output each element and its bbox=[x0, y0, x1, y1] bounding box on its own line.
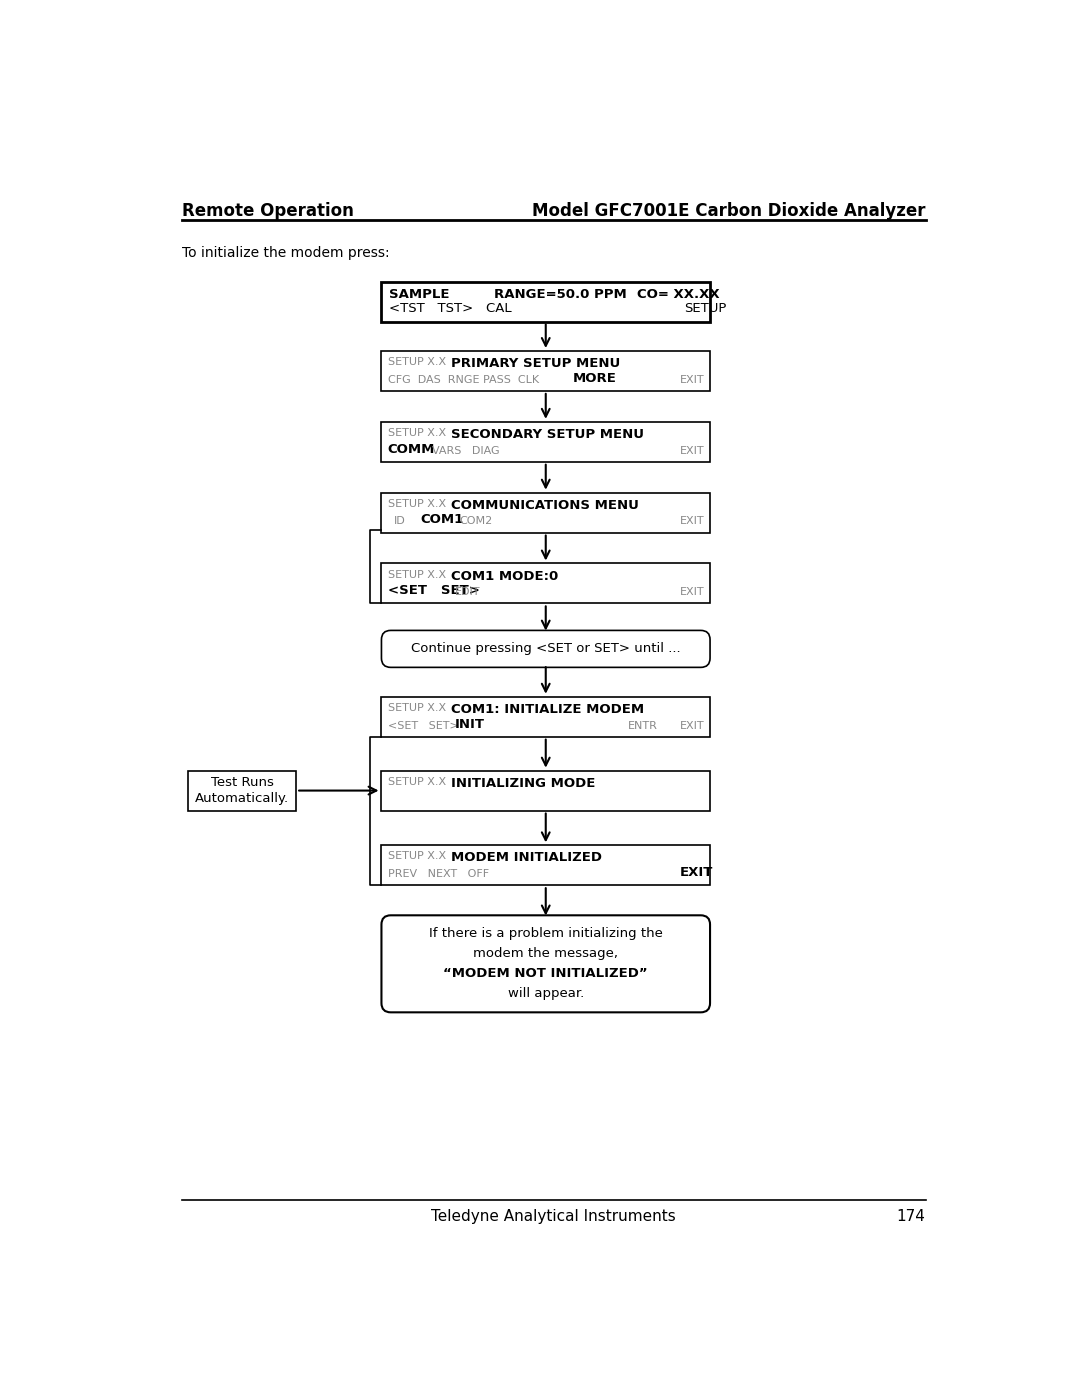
Bar bbox=[381, 697, 710, 736]
Text: Test Runs: Test Runs bbox=[211, 777, 273, 789]
Text: modem the message,: modem the message, bbox=[473, 947, 618, 960]
Bar bbox=[381, 771, 710, 810]
Text: SETUP X.X: SETUP X.X bbox=[388, 777, 446, 787]
Text: COM1: COM1 bbox=[420, 514, 463, 527]
Text: SETUP: SETUP bbox=[684, 303, 726, 316]
Text: INIT: INIT bbox=[455, 718, 485, 731]
Text: SETUP X.X: SETUP X.X bbox=[388, 427, 446, 437]
Text: COM2: COM2 bbox=[459, 517, 492, 527]
Text: ID: ID bbox=[394, 517, 406, 527]
Text: COM1: INITIALIZE MODEM: COM1: INITIALIZE MODEM bbox=[451, 703, 645, 715]
Text: <SET   SET>: <SET SET> bbox=[388, 721, 458, 731]
Text: Model GFC7001E Carbon Dioxide Analyzer: Model GFC7001E Carbon Dioxide Analyzer bbox=[532, 201, 926, 219]
Text: 174: 174 bbox=[896, 1210, 926, 1224]
Text: EXIT: EXIT bbox=[679, 517, 704, 527]
Text: SETUP X.X: SETUP X.X bbox=[388, 703, 446, 712]
Text: INITIALIZING MODE: INITIALIZING MODE bbox=[451, 777, 595, 789]
Text: CO= XX.XX: CO= XX.XX bbox=[637, 288, 720, 300]
FancyBboxPatch shape bbox=[381, 630, 710, 668]
Text: MODEM INITIALIZED: MODEM INITIALIZED bbox=[451, 851, 603, 865]
Text: PRIMARY SETUP MENU: PRIMARY SETUP MENU bbox=[451, 358, 620, 370]
Text: COMM: COMM bbox=[388, 443, 435, 455]
Text: MORE: MORE bbox=[572, 372, 617, 384]
Text: SECONDARY SETUP MENU: SECONDARY SETUP MENU bbox=[451, 427, 644, 441]
Text: ENTR: ENTR bbox=[627, 721, 658, 731]
Text: PREV   NEXT   OFF: PREV NEXT OFF bbox=[388, 869, 489, 879]
Bar bbox=[381, 282, 710, 321]
Text: To initialize the modem press:: To initialize the modem press: bbox=[181, 246, 389, 260]
Text: <SET   SET>: <SET SET> bbox=[388, 584, 480, 598]
Text: EXIT: EXIT bbox=[679, 721, 704, 731]
Text: EDIT: EDIT bbox=[455, 587, 481, 598]
Text: COMMUNICATIONS MENU: COMMUNICATIONS MENU bbox=[451, 499, 639, 511]
Bar bbox=[381, 351, 710, 391]
FancyBboxPatch shape bbox=[381, 915, 710, 1013]
Text: will appear.: will appear. bbox=[508, 988, 584, 1000]
Text: EXIT: EXIT bbox=[679, 587, 704, 598]
Text: EXIT: EXIT bbox=[679, 866, 713, 879]
Text: SETUP X.X: SETUP X.X bbox=[388, 358, 446, 367]
Text: EXIT: EXIT bbox=[679, 374, 704, 384]
Text: SAMPLE: SAMPLE bbox=[389, 288, 449, 300]
Text: VARS   DIAG: VARS DIAG bbox=[432, 446, 499, 455]
Bar bbox=[381, 422, 710, 462]
Bar bbox=[188, 771, 296, 810]
Text: SETUP X.X: SETUP X.X bbox=[388, 499, 446, 509]
Text: Continue pressing <SET or SET> until ...: Continue pressing <SET or SET> until ... bbox=[410, 643, 680, 655]
Text: EXIT: EXIT bbox=[679, 446, 704, 455]
Bar bbox=[381, 493, 710, 532]
Text: RANGE=50.0 PPM: RANGE=50.0 PPM bbox=[494, 288, 626, 300]
Text: “MODEM NOT INITIALIZED”: “MODEM NOT INITIALIZED” bbox=[444, 967, 648, 981]
Bar bbox=[381, 845, 710, 886]
Bar bbox=[381, 563, 710, 604]
Text: Automatically.: Automatically. bbox=[194, 792, 289, 805]
Text: COM1 MODE:0: COM1 MODE:0 bbox=[451, 570, 558, 583]
Text: <TST   TST>   CAL: <TST TST> CAL bbox=[389, 303, 512, 316]
Text: CFG  DAS  RNGE PASS  CLK: CFG DAS RNGE PASS CLK bbox=[388, 374, 539, 384]
Text: If there is a problem initializing the: If there is a problem initializing the bbox=[429, 928, 663, 940]
Text: SETUP X.X: SETUP X.X bbox=[388, 570, 446, 580]
Text: Remote Operation: Remote Operation bbox=[181, 201, 353, 219]
Text: SETUP X.X: SETUP X.X bbox=[388, 851, 446, 862]
Text: Teledyne Analytical Instruments: Teledyne Analytical Instruments bbox=[431, 1210, 676, 1224]
